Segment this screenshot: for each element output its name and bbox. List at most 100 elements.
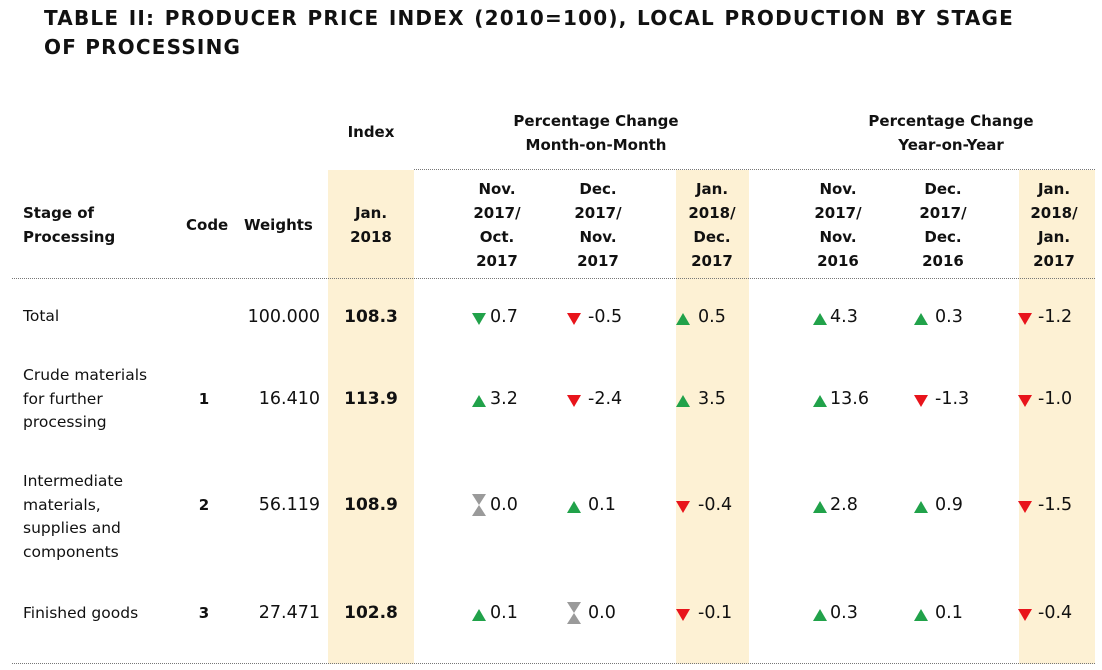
mom-change-value: -0.5	[588, 307, 623, 327]
row-weight: 16.410	[258, 389, 320, 409]
yoy-change-value: 13.6	[830, 389, 869, 409]
mom-period-header-3-line4: 2017	[691, 252, 733, 270]
yoy-change-value: 0.9	[935, 495, 963, 515]
down-arrow-icon	[567, 395, 581, 407]
row-index: 108.3	[344, 307, 398, 327]
yoy-period-header-1-line2: 2017/	[814, 204, 862, 222]
mom-period-header-1-line2: 2017/	[473, 204, 521, 222]
row-weight: 56.119	[258, 495, 320, 515]
row-label-line: Intermediate	[23, 472, 124, 490]
down-arrow-icon	[1018, 501, 1032, 513]
stage-header-line2: Processing	[23, 228, 116, 246]
mom-period-header-2-line4: 2017	[577, 252, 619, 270]
index-header: Index	[347, 123, 395, 141]
row-index: 102.8	[344, 603, 398, 623]
up-arrow-icon	[813, 395, 827, 407]
mom-change-value: 3.2	[490, 389, 518, 409]
yoy-change-value: 0.3	[830, 603, 858, 623]
no-change-icon	[567, 602, 581, 624]
yoy-header-line2: Year-on-Year	[898, 136, 1004, 154]
row-label-line: Finished goods	[23, 604, 139, 622]
yoy-period-header-3-line1: Jan.	[1037, 180, 1071, 198]
row-index: 108.9	[344, 495, 398, 515]
up-arrow-icon	[914, 501, 928, 513]
mom-period-header-3-line1: Jan.	[695, 180, 729, 198]
up-arrow-icon	[676, 313, 690, 325]
row-weight: 100.000	[247, 307, 320, 327]
down-arrow-icon	[676, 609, 690, 621]
row-code: 3	[198, 604, 210, 622]
mom-header-line2: Month-on-Month	[525, 136, 667, 154]
row-label-line: supplies and	[23, 519, 121, 537]
yoy-period-header-2-line4: 2016	[922, 252, 964, 270]
down-arrow-icon	[1018, 395, 1032, 407]
up-arrow-icon	[567, 501, 581, 513]
yoy-change-value: -0.4	[1038, 603, 1073, 623]
up-arrow-icon	[472, 395, 486, 407]
yoy-change-value: -1.5	[1038, 495, 1073, 515]
yoy-change-value: -1.3	[935, 389, 970, 409]
mom-period-header-2-line1: Dec.	[579, 180, 617, 198]
jan2018-header-line1: Jan.	[354, 204, 388, 222]
yoy-change-value: -1.2	[1038, 307, 1073, 327]
mom-change-value: 0.1	[588, 495, 616, 515]
up-arrow-icon	[813, 313, 827, 325]
yoy-header-line1: Percentage Change	[868, 112, 1034, 130]
table-title: TABLE II: PRODUCER PRICE INDEX (2010=100…	[44, 6, 1014, 59]
highlight-index-column	[328, 170, 414, 664]
header-divider	[414, 169, 1095, 170]
yoy-period-header-2-line3: Dec.	[924, 228, 962, 246]
row-index: 113.9	[344, 389, 398, 409]
mom-period-header-2-line2: 2017/	[574, 204, 622, 222]
up-arrow-icon	[676, 395, 690, 407]
row-label-line: materials,	[23, 495, 101, 514]
highlight-yoy-jan-column	[1019, 170, 1095, 664]
yoy-change-value: -1.0	[1038, 389, 1073, 409]
up-arrow-icon	[914, 313, 928, 325]
yoy-period-header-3-line4: 2017	[1033, 252, 1075, 270]
down-arrow-icon	[1018, 609, 1032, 621]
mom-change-value: -0.1	[698, 603, 733, 623]
down-arrow-icon	[472, 313, 486, 325]
row-code: 2	[198, 496, 210, 514]
mom-period-header-2-line3: Nov.	[579, 228, 617, 246]
yoy-change-value: 0.3	[935, 307, 963, 327]
mom-period-header-3-line2: 2018/	[688, 204, 736, 222]
jan2018-header-line2: 2018	[350, 228, 392, 246]
weights-header: Weights	[244, 216, 313, 234]
mom-period-header-1-line1: Nov.	[478, 180, 516, 198]
yoy-period-header-3-line3: Jan.	[1037, 228, 1071, 246]
row-label-line: processing	[23, 413, 107, 431]
yoy-change-value: 2.8	[830, 495, 858, 515]
code-header: Code	[186, 216, 229, 234]
mom-change-value: 0.7	[490, 307, 518, 327]
mom-change-value: -2.4	[588, 389, 623, 409]
mom-change-value: 0.0	[490, 495, 518, 515]
table-bottom-rule	[12, 663, 1095, 664]
mom-header-line1: Percentage Change	[513, 112, 679, 130]
row-label-line: Total	[23, 307, 60, 325]
yoy-change-value: 4.3	[830, 307, 858, 327]
mom-change-value: 0.1	[490, 603, 518, 623]
mom-change-value: 3.5	[698, 389, 726, 409]
down-arrow-icon	[914, 395, 928, 407]
up-arrow-icon	[914, 609, 928, 621]
yoy-period-header-1-line4: 2016	[817, 252, 859, 270]
header-bottom-rule	[12, 278, 1095, 279]
up-arrow-icon	[813, 609, 827, 621]
yoy-period-header-2-line1: Dec.	[924, 180, 962, 198]
row-label-line: components	[23, 542, 119, 561]
row-label-line: Crude materials	[23, 366, 148, 384]
down-arrow-icon	[1018, 313, 1032, 325]
yoy-period-header-2-line2: 2017/	[919, 204, 967, 222]
up-arrow-icon	[472, 609, 486, 621]
mom-change-value: -0.4	[698, 495, 733, 515]
stage-header-line1: Stage of	[23, 204, 95, 222]
down-arrow-icon	[676, 501, 690, 513]
row-code: 1	[198, 390, 210, 408]
yoy-change-value: 0.1	[935, 603, 963, 623]
mom-period-header-1-line3: Oct.	[479, 228, 515, 246]
yoy-period-header-1-line1: Nov.	[819, 180, 857, 198]
yoy-period-header-3-line2: 2018/	[1030, 204, 1078, 222]
mom-period-header-3-line3: Dec.	[693, 228, 731, 246]
